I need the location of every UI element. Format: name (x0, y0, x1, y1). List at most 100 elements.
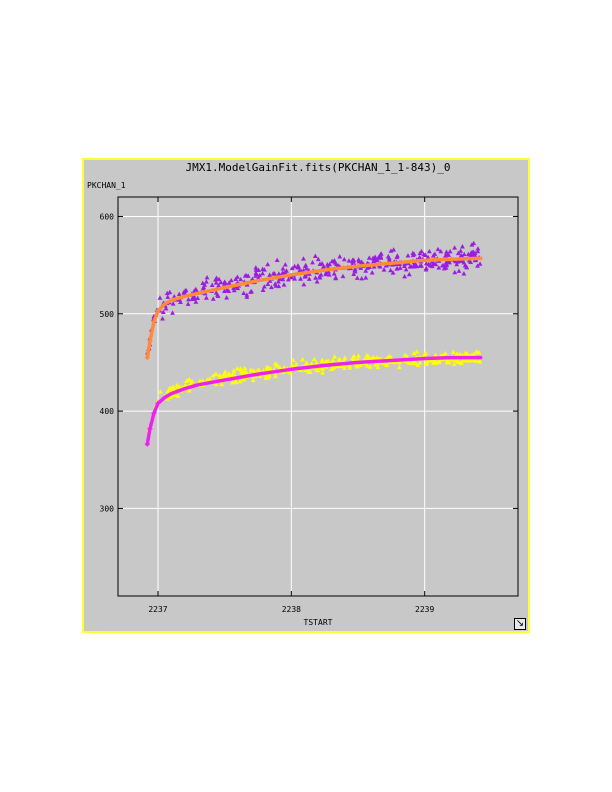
y-tick-label: 600 (100, 212, 115, 221)
data-point-lower (453, 351, 459, 357)
data-point-upper (469, 242, 475, 247)
fit-marker (155, 308, 161, 314)
data-point-upper (356, 257, 361, 262)
data-point-lower (412, 360, 418, 366)
data-point-lower (264, 364, 270, 370)
data-point-lower (251, 368, 257, 373)
data-point-upper (317, 261, 323, 266)
data-point-upper (193, 299, 199, 304)
data-point-lower (342, 355, 348, 360)
data-point-lower (383, 362, 389, 368)
data-point-upper (419, 263, 424, 268)
data-point-lower (406, 360, 412, 365)
data-point-upper (201, 284, 207, 290)
data-point-upper (334, 261, 339, 267)
data-point-upper (170, 301, 176, 306)
data-point-lower (184, 378, 189, 384)
data-point-lower (248, 367, 254, 372)
data-point-upper (253, 265, 259, 270)
data-point-lower (320, 370, 325, 375)
data-point-upper (363, 275, 369, 280)
resize-corner-icon[interactable]: ↘ (514, 618, 526, 630)
data-point-upper (178, 299, 183, 304)
data-point-lower (175, 384, 181, 389)
data-point-upper (260, 270, 265, 276)
data-point-upper (470, 249, 476, 254)
data-point-lower (289, 362, 295, 367)
fit-marker (151, 410, 157, 416)
data-point-lower (219, 381, 225, 387)
data-point-upper (327, 261, 333, 267)
data-point-upper (256, 267, 261, 273)
data-point-lower (233, 378, 238, 383)
y-axis-label: PKCHAN_1 (87, 181, 126, 190)
data-point-upper (312, 253, 318, 258)
data-point-lower (187, 377, 193, 382)
data-point-lower (250, 377, 256, 383)
data-point-upper (167, 289, 173, 295)
data-point-upper (298, 276, 303, 281)
data-points (145, 240, 483, 434)
data-point-upper (260, 266, 266, 272)
data-point-upper (170, 310, 175, 315)
data-point-lower (341, 358, 347, 363)
x-tick-label: 2237 (148, 605, 167, 614)
data-point-lower (354, 362, 359, 368)
data-point-upper (226, 280, 232, 285)
data-point-upper (475, 246, 481, 251)
data-point-upper (253, 273, 258, 278)
data-point-upper (228, 277, 234, 283)
data-point-upper (444, 252, 450, 257)
fit-marker (144, 355, 150, 361)
data-point-upper (326, 272, 332, 277)
data-point-upper (238, 276, 244, 282)
data-point-upper (414, 263, 419, 268)
data-point-lower (462, 357, 468, 362)
data-point-upper (386, 255, 392, 260)
data-point-lower (307, 369, 313, 375)
data-point-lower (273, 373, 278, 379)
data-point-upper (213, 280, 219, 285)
data-point-upper (186, 296, 191, 302)
data-point-lower (263, 375, 269, 380)
data-point-upper (256, 275, 261, 280)
data-point-lower (430, 358, 436, 363)
data-point-upper (394, 265, 400, 271)
data-point-upper (438, 248, 444, 254)
x-axis-label: TSTART (304, 618, 333, 627)
data-point-upper (381, 267, 387, 272)
data-point-lower (300, 356, 305, 362)
data-point-lower (402, 352, 408, 357)
data-point-lower (213, 371, 219, 376)
data-point-upper (289, 274, 294, 280)
data-point-lower (471, 351, 477, 357)
data-point-upper (331, 271, 337, 276)
data-point-upper (447, 248, 453, 254)
data-point-upper (456, 268, 462, 273)
data-point-upper (477, 261, 483, 266)
data-point-upper (185, 301, 191, 306)
data-point-upper (397, 265, 403, 270)
data-point-upper (160, 309, 166, 315)
data-point-upper (304, 265, 309, 271)
data-point-upper (405, 253, 411, 258)
data-point-upper (215, 293, 221, 299)
data-point-lower (417, 360, 423, 365)
data-point-upper (452, 269, 458, 275)
data-point-lower (213, 381, 219, 387)
data-point-upper (421, 251, 427, 257)
data-point-upper (191, 288, 197, 294)
data-point-lower (374, 354, 380, 360)
data-point-upper (340, 273, 346, 279)
y-tick-label: 300 (100, 504, 115, 513)
data-point-lower (350, 355, 355, 360)
data-point-upper (475, 263, 480, 268)
data-point-lower (330, 365, 336, 370)
data-point-lower (466, 358, 472, 363)
data-point-upper (233, 276, 239, 282)
data-point-upper (209, 282, 215, 287)
data-point-upper (369, 270, 375, 275)
data-point-upper (270, 271, 276, 276)
data-point-upper (221, 281, 227, 286)
